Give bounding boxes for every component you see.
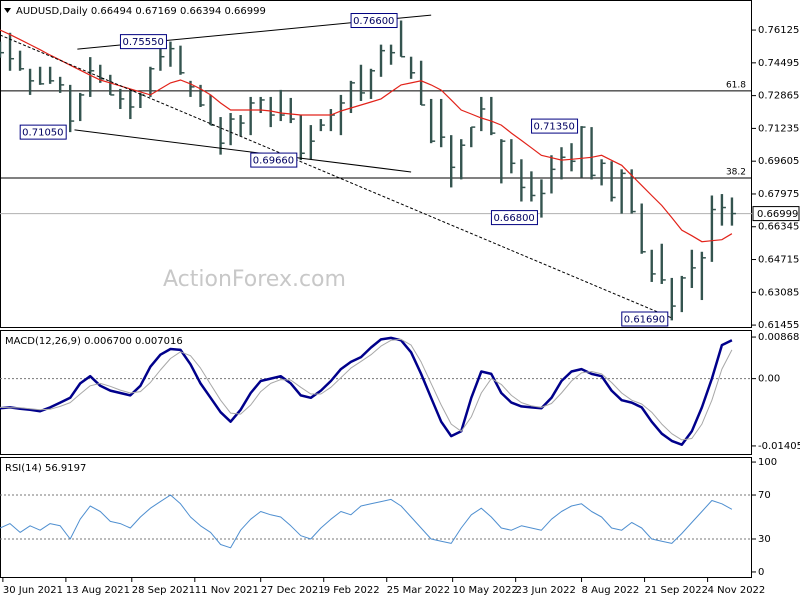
annotation-box: [621, 311, 669, 327]
x-tick-label: 21 Sep 2022: [645, 585, 708, 596]
x-tick-label: 30 Jun 2021: [3, 585, 63, 596]
annotation-box: [250, 152, 298, 168]
x-tick-label: 9 Feb 2022: [324, 585, 380, 596]
x-tick-label: 25 Mar 2022: [387, 585, 450, 596]
x-tick-label: 4 Nov 2022: [708, 585, 766, 596]
annotation-label: 0.69660: [253, 156, 294, 167]
last-price-box: [752, 206, 800, 222]
y-tick-label: 100: [758, 457, 777, 468]
annotation-box: [350, 13, 398, 29]
panel-title: AUDUSD,Daily 0.66494 0.67169 0.66394 0.6…: [16, 6, 266, 17]
y-tick-label: -0.014056: [758, 441, 800, 452]
panel-frame: [0, 330, 752, 455]
x-tick-label: 10 May 2022: [453, 585, 518, 596]
trendline: [0, 34, 672, 319]
annotation-label: 0.76600: [353, 16, 394, 27]
annotation-label: 0.61690: [624, 315, 665, 326]
indicator-line: [0, 336, 733, 446]
y-tick-label: 0.64715: [758, 255, 799, 266]
annotation-box: [19, 124, 67, 140]
y-tick-label: 0.63085: [758, 287, 799, 298]
y-tick-label: 0.61455: [758, 320, 799, 331]
level-label: 38.2: [726, 167, 746, 177]
y-tick-label: 0: [758, 567, 764, 578]
level-label: 61.8: [726, 80, 746, 90]
indicator-line: [0, 494, 733, 549]
panel-frame: [0, 0, 752, 328]
x-tick-label: 28 Sep 2021: [132, 585, 195, 596]
y-tick-label: 0.74495: [758, 58, 799, 69]
watermark: ActionForex.com: [163, 267, 346, 292]
annotation-label: 0.71050: [22, 128, 63, 139]
y-tick-label: 0.72865: [758, 91, 799, 102]
panel-title: MACD(12,26,9) 0.006700 0.007016: [5, 336, 183, 347]
y-tick-label: 0.76125: [758, 25, 799, 36]
y-tick-label: 0.66345: [758, 222, 799, 233]
annotation-label: 0.75550: [122, 37, 163, 48]
x-tick-label: 27 Dec 2021: [261, 585, 325, 596]
annotation-box: [531, 118, 579, 134]
y-tick-label: 30: [758, 534, 771, 545]
y-tick-label: 0.67975: [758, 189, 799, 200]
x-tick-label: 13 Aug 2021: [66, 585, 130, 596]
y-tick-label: 0.69605: [758, 156, 799, 167]
indicator-line: [0, 338, 733, 441]
last-price-label: 0.66999: [757, 209, 798, 220]
y-tick-label: 70: [758, 490, 771, 501]
y-tick-label: 0.71235: [758, 123, 799, 134]
panel-frame: [0, 457, 752, 578]
y-tick-label: 0.00: [758, 374, 780, 385]
annotation-label: 0.66800: [493, 213, 534, 224]
plot-area: [0, 14, 752, 321]
plot-area: [0, 494, 752, 549]
symbol-icon: [4, 8, 11, 13]
panel-title: RSI(14) 56.9197: [5, 463, 86, 474]
trendline: [74, 129, 412, 173]
annotation-box: [119, 34, 167, 50]
annotation-label: 0.71350: [534, 122, 575, 133]
x-tick-label: 11 Nov 2021: [195, 585, 259, 596]
x-tick-label: 23 Jun 2022: [516, 585, 576, 596]
y-tick-label: 0.008687: [758, 332, 800, 343]
annotation-box: [490, 210, 538, 226]
plot-area: [0, 336, 752, 446]
x-tick-label: 8 Aug 2022: [582, 585, 640, 596]
